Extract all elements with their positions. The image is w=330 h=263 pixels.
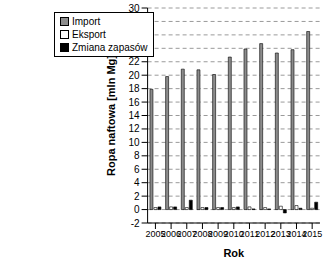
svg-text:18: 18 [128,83,140,94]
svg-text:6: 6 [134,164,140,175]
svg-text:10: 10 [128,137,140,148]
svg-text:-2: -2 [131,218,140,229]
svg-text:20: 20 [128,70,140,81]
svg-text:16: 16 [128,97,140,108]
svg-text:Rok: Rok [223,247,245,259]
svg-text:4: 4 [134,177,140,188]
svg-text:8: 8 [134,150,140,161]
svg-text:30: 30 [128,3,140,14]
svg-text:14: 14 [128,110,140,121]
svg-text:24: 24 [128,43,140,54]
svg-text:22: 22 [128,56,140,67]
svg-text:2: 2 [134,191,140,202]
svg-text:2015: 2015 [302,229,322,239]
svg-text:0: 0 [134,204,140,215]
svg-text:26: 26 [128,29,140,40]
svg-text:12: 12 [128,123,140,134]
svg-text:Ropa naftowa [mln Mg]: Ropa naftowa [mln Mg] [105,55,117,176]
svg-text:28: 28 [128,16,140,27]
